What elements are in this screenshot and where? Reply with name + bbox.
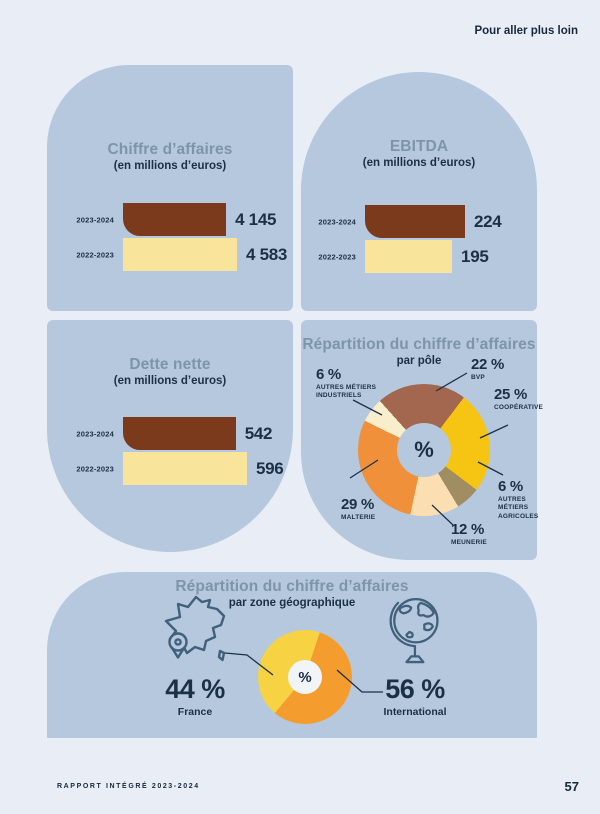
donut-center-label: % <box>288 660 322 694</box>
pie-label-malterie: 29 % MALTERIE <box>341 496 376 521</box>
zone-label-france: 44 % France <box>165 674 225 718</box>
chart-subtitle: par zone géographique <box>228 597 356 609</box>
pie-label-cooperative: 25 % COOPÉRATIVE <box>494 386 544 411</box>
bar-chart: 2023-2024 224 2022-2023 195 <box>318 205 502 275</box>
bar-value: 596 <box>256 458 284 478</box>
bar-value: 542 <box>244 423 273 443</box>
footer-report-title: RAPPORT INTÉGRÉ 2023-2024 <box>57 783 200 790</box>
bar-2022-2023 <box>123 452 247 485</box>
chart-subtitle: par pôle <box>396 355 442 367</box>
bar-value: 4 145 <box>235 209 277 229</box>
location-pin <box>168 632 188 652</box>
bar-category: 2022-2023 <box>318 252 356 261</box>
bar-value: 195 <box>461 246 489 266</box>
panel-repartition-pole: Répartition du chiffre d’affaires par pô… <box>301 320 543 560</box>
corsica <box>217 649 226 662</box>
panel-dette-nette: Dette nette (en millions d’euros) 2023-2… <box>47 320 293 552</box>
header-link[interactable]: Pour aller plus loin <box>474 25 578 37</box>
location-pin-dot <box>174 638 182 646</box>
bar-row-2022-2023: 2022-2023 195 <box>318 240 489 273</box>
bar-category: 2022-2023 <box>76 250 114 259</box>
globe-sphere <box>393 597 439 644</box>
bar-2023-2024 <box>365 205 465 238</box>
bar-row-2022-2023: 2022-2023 4 583 <box>76 238 287 271</box>
panel-repartition-zone: Répartition du chiffre d’affaires par zo… <box>47 572 537 738</box>
panel-chiffre-daffaires: Chiffre d’affaires (en millions d’euros)… <box>47 65 293 311</box>
france-outline <box>164 595 226 655</box>
pie-label-autres-metiers-industriels: 6 % AUTRES MÉTIERS INDUSTRIELS <box>316 366 377 400</box>
pie-chart-pole: % <box>358 384 490 516</box>
bar-category: 2023-2024 <box>76 215 114 224</box>
chart-title: EBITDA <box>389 138 449 155</box>
zone-label-international: 56 % International <box>383 674 447 718</box>
globe-stand-ring <box>389 601 417 648</box>
globe-continent-4 <box>405 630 414 639</box>
bar-2023-2024 <box>123 417 236 450</box>
footer-page-number: 57 <box>564 779 579 794</box>
bar-chart: 2023-2024 4 145 2022-2023 4 583 <box>76 203 287 273</box>
globe-continent-1 <box>398 604 413 615</box>
location-pin-point <box>170 646 186 659</box>
globe-continent-2 <box>416 601 435 618</box>
bar-category: 2023-2024 <box>318 217 356 226</box>
bar-row-2023-2024: 2023-2024 4 145 <box>76 203 276 236</box>
bar-row-2023-2024: 2023-2024 542 <box>76 417 273 450</box>
pie-label-meunerie: 12 % MEUNERIE <box>451 521 487 546</box>
bar-row-2023-2024: 2023-2024 224 <box>318 205 502 238</box>
pie-label-autres-metiers-agricoles: 6 % AUTRES MÉTIERS AGRICOLES <box>498 478 539 520</box>
globe-icon <box>383 594 445 675</box>
chart-title: Répartition du chiffre d’affaires <box>175 578 409 595</box>
bar-value: 224 <box>474 211 502 231</box>
panel-ebitda: EBITDA (en millions d’euros) 2023-2024 2… <box>301 72 537 311</box>
bar-2023-2024 <box>123 203 227 236</box>
bar-category: 2022-2023 <box>76 464 114 473</box>
bar-category: 2023-2024 <box>76 429 114 438</box>
chart-subtitle: (en millions d’euros) <box>113 375 227 387</box>
globe-base <box>405 655 425 664</box>
chart-title: Dette nette <box>129 356 211 373</box>
bar-2022-2023 <box>123 238 237 271</box>
chart-subtitle: (en millions d’euros) <box>113 160 227 172</box>
bar-2022-2023 <box>365 240 453 273</box>
bar-row-2022-2023: 2022-2023 596 <box>76 452 284 485</box>
bar-chart: 2023-2024 542 2022-2023 596 <box>76 417 284 487</box>
chart-title: Répartition du chiffre d’affaires <box>302 336 536 353</box>
chart-title: Chiffre d’affaires <box>107 141 233 158</box>
pie-center-label: % <box>397 423 451 477</box>
chart-subtitle: (en millions d’euros) <box>362 157 476 169</box>
donut-chart-zone: % <box>258 630 352 724</box>
pie-label-bvp: 22 % BVP <box>471 356 504 381</box>
france-map-icon <box>159 592 239 675</box>
bar-value: 4 583 <box>246 244 288 264</box>
globe-continent-3 <box>423 622 434 632</box>
